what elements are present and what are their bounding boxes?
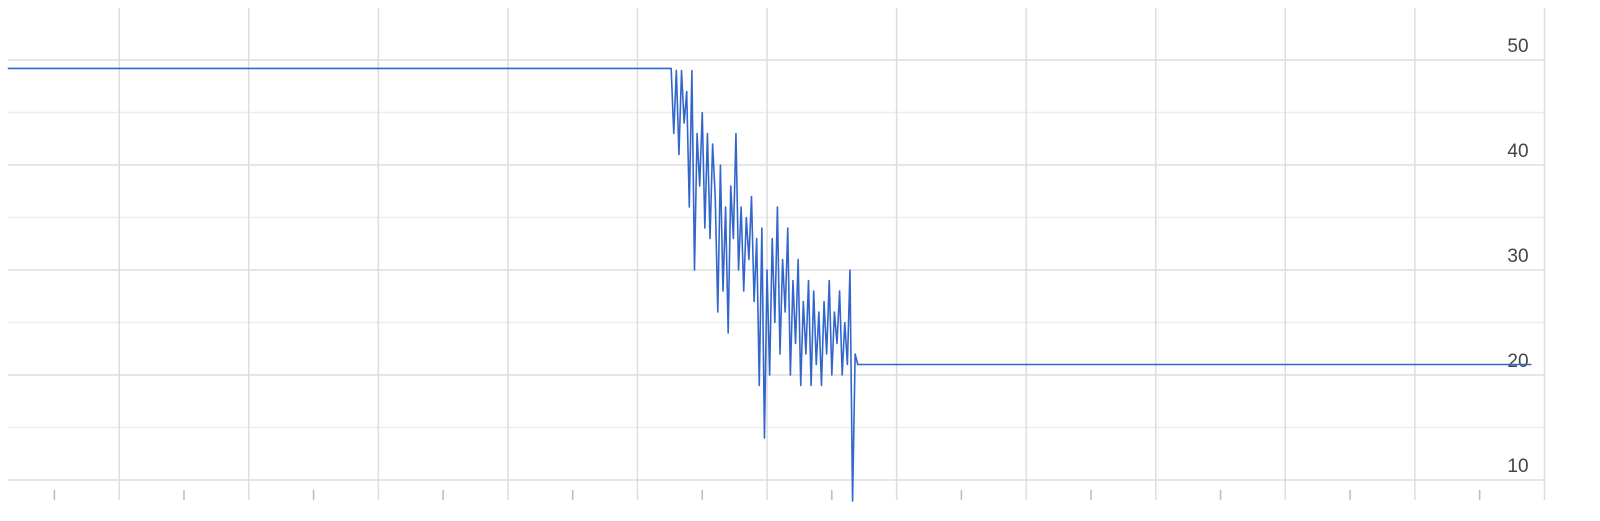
- y-tick-label: 30: [1507, 246, 1528, 267]
- y-tick-label: 40: [1507, 141, 1528, 162]
- y-tick-label: 20: [1507, 351, 1528, 372]
- data-line: [7, 67, 1532, 502]
- y-tick-label: 50: [1507, 36, 1528, 57]
- y-tick-label: 10: [1507, 456, 1528, 477]
